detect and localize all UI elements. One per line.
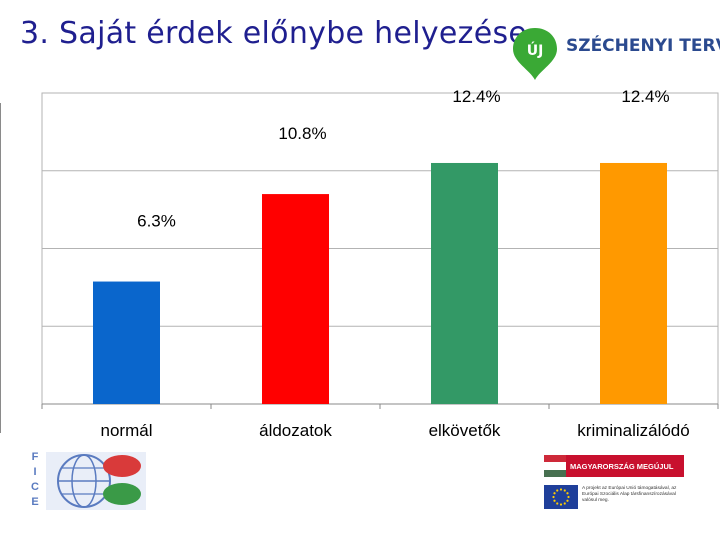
category-label-1: normál xyxy=(101,421,153,440)
slide-left-rule xyxy=(0,103,1,433)
chart-data-labels: 6.3% 10.8% 12.4% 12.4% xyxy=(137,87,669,231)
eu-support-logos: MAGYARORSZÁG MEGÚJUL A projekt az Európa… xyxy=(544,455,684,511)
eu-flag-icon xyxy=(544,485,578,509)
bar-chart: 6.3% 10.8% 12.4% 12.4% normál áldozatok elköv… xyxy=(41,87,719,440)
fice-letters: F I C E xyxy=(31,451,39,508)
magyarorszag-megujul-banner: MAGYARORSZÁG MEGÚJUL xyxy=(544,455,684,477)
pin-icon: ÚJ xyxy=(513,28,557,80)
eu-funding-notice: A projekt az Európai Unió támogatásával,… xyxy=(544,485,684,509)
data-label-4: 12.4% xyxy=(621,87,669,106)
bar-3 xyxy=(431,162,498,404)
data-label-1: 6.3% xyxy=(137,212,176,231)
category-label-4: kriminalizálódó xyxy=(577,421,689,440)
slide-title: 3. Saját érdek előnybe helyezése xyxy=(20,16,528,51)
category-label-3: elkövetők xyxy=(429,421,501,440)
bar-2 xyxy=(262,194,329,404)
fice-logo: F I C E xyxy=(28,450,148,512)
chart-bars xyxy=(93,162,667,404)
data-label-2: 10.8% xyxy=(278,124,326,143)
category-label-2: áldozatok xyxy=(259,421,332,440)
bar-4 xyxy=(600,162,667,404)
eu-funding-text: A projekt az Európai Unió támogatásával,… xyxy=(582,486,677,503)
hungarian-flag-icon xyxy=(544,455,566,477)
mm-banner-text: MAGYARORSZÁG MEGÚJUL xyxy=(566,455,684,477)
svg-text:ÚJ: ÚJ xyxy=(527,41,544,59)
globe-icon xyxy=(46,452,146,510)
brand-logo-text: SZÉCHENYI TERV xyxy=(566,36,720,56)
bar-1 xyxy=(93,281,160,404)
data-label-3: 12.4% xyxy=(452,87,500,106)
szechenyi-terv-logo: ÚJ SZÉCHENYI TERV xyxy=(510,26,720,82)
chart-category-labels: normál áldozatok elkövetők kriminalizálódó xyxy=(101,421,690,440)
